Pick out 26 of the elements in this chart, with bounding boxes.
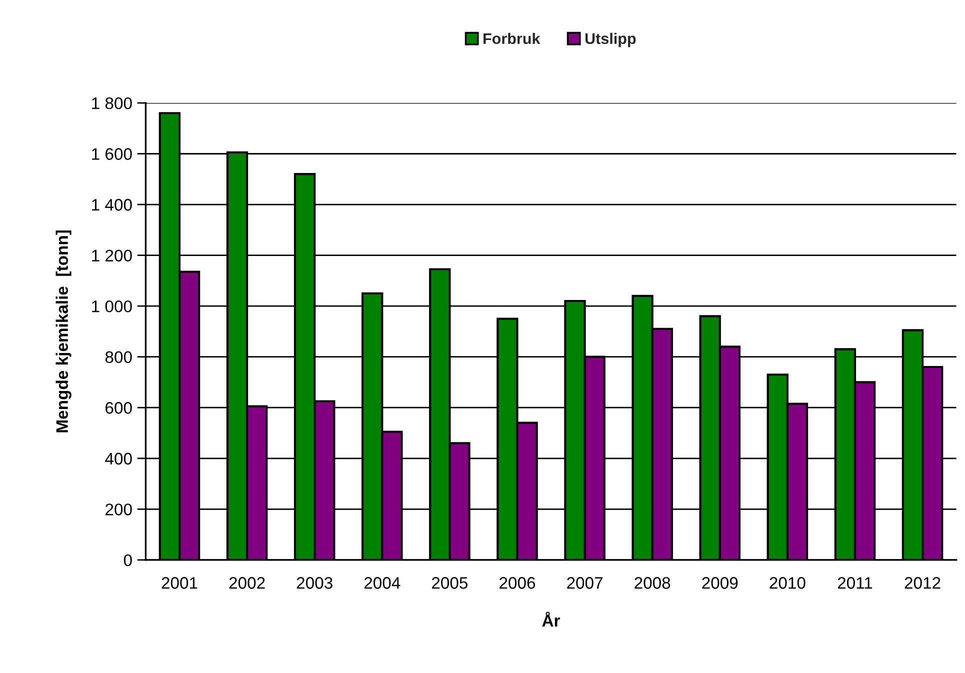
- x-tick-label: 2002: [229, 577, 265, 589]
- y-axis-title: Mengde kjemikalie [tonn]: [56, 230, 72, 432]
- y-tick-label: 400: [105, 452, 132, 465]
- x-tick-label: 2010: [770, 577, 806, 589]
- x-tick-label: 2006: [500, 577, 536, 589]
- x-tick-label: 2007: [567, 577, 602, 589]
- y-tick-label: 800: [105, 351, 132, 364]
- x-tick-label: 2008: [634, 577, 670, 589]
- y-tick-label: 1 400: [92, 198, 132, 211]
- x-tick-label: 2009: [702, 577, 738, 589]
- y-tick-label: 600: [106, 402, 132, 414]
- x-tick-label: 2003: [296, 577, 332, 589]
- x-axis-title: År: [542, 612, 560, 626]
- legend-label: Forbruk: [484, 32, 540, 44]
- y-tick-label: 1 200: [92, 250, 132, 262]
- y-tick-label: 1 000: [92, 300, 132, 312]
- y-tick-label: 1 800: [92, 97, 132, 110]
- y-tick-label: 1 600: [92, 148, 132, 160]
- y-tick-label: 0: [124, 554, 132, 566]
- x-tick-label: 2012: [904, 577, 940, 589]
- x-tick-label: 2005: [432, 577, 468, 589]
- x-tick-label: 2011: [838, 577, 872, 589]
- y-tick-label: 200: [106, 504, 132, 516]
- x-tick-label: 2004: [364, 577, 400, 589]
- x-tick-label: 2001: [162, 577, 198, 589]
- legend-label: Utslipp: [585, 32, 636, 48]
